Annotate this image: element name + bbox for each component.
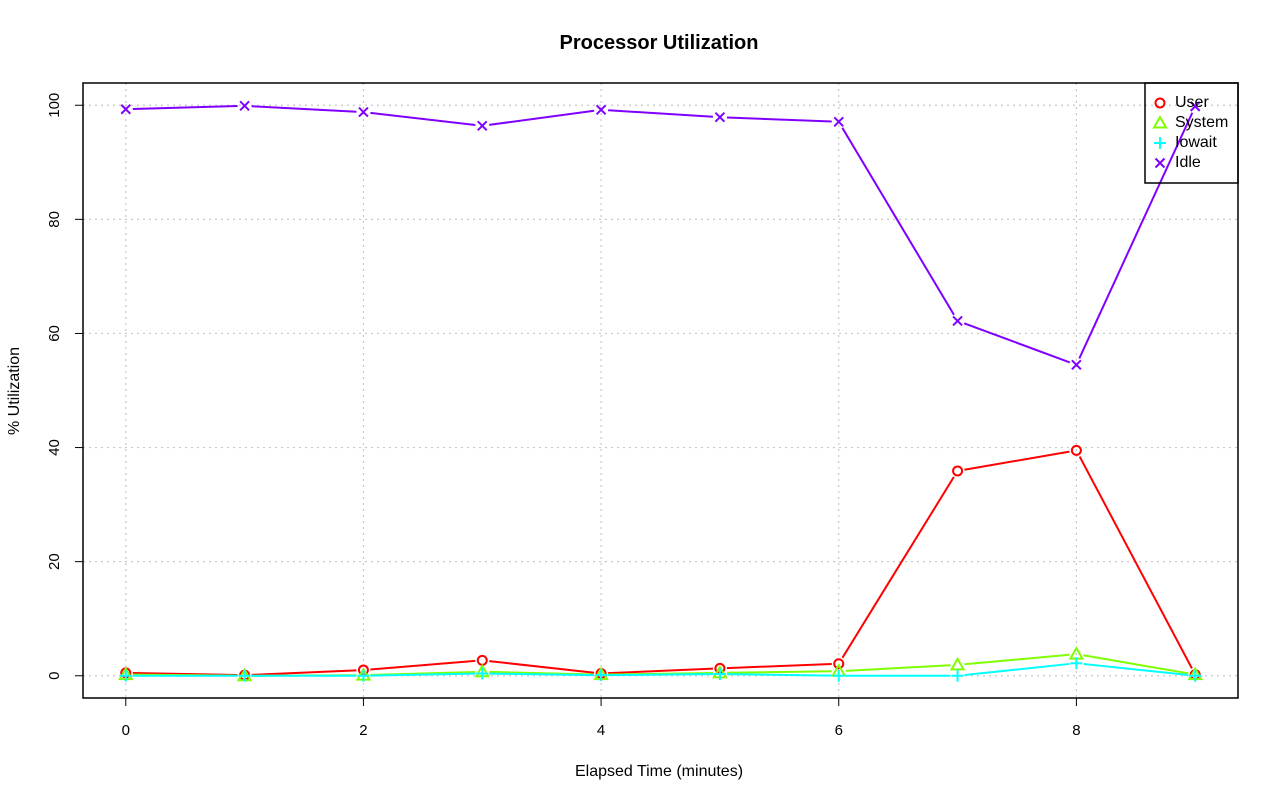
series-idle-segment (963, 322, 1071, 364)
legend-label-idle: Idle (1175, 154, 1201, 171)
x-tick-label: 6 (835, 722, 843, 739)
chart-title: Processor Utilization (560, 32, 759, 54)
y-tick-label: 0 (46, 672, 63, 680)
data-point-iowait (1070, 657, 1083, 670)
series-user-segment (251, 669, 357, 676)
series-user (120, 444, 1201, 681)
series-system-segment (845, 664, 951, 672)
legend-box (1144, 82, 1239, 184)
legend: User System Iowait Idle (1144, 82, 1239, 184)
series-iowait-segment (489, 672, 595, 677)
data-point-user (952, 465, 964, 477)
y-tick-label: 80 (46, 211, 63, 228)
data-point-system (949, 656, 966, 671)
series-idle (120, 100, 1201, 371)
series-layer (118, 100, 1203, 682)
data-point-iowait (832, 669, 845, 682)
series-idle-segment (370, 111, 476, 126)
data-point-idle (1190, 101, 1201, 112)
series-system-segment (1083, 654, 1189, 675)
series-user-segment (726, 663, 832, 670)
y-tick-label: 20 (46, 553, 63, 570)
data-point-idle (595, 104, 607, 116)
series-user-segment (841, 476, 955, 659)
series-iowait-segment (370, 672, 476, 677)
series-system-segment (726, 670, 832, 674)
legend-marker-iowait (1154, 137, 1166, 149)
legend-marker-idle (1154, 157, 1166, 169)
series-idle-segment (489, 109, 595, 126)
series-idle-segment (726, 116, 832, 123)
data-point-idle (477, 120, 488, 131)
y-tick-label: 60 (46, 325, 63, 342)
series-idle-segment (841, 127, 955, 316)
legend-label-iowait: Iowait (1175, 134, 1217, 151)
series-idle-segment (1078, 112, 1194, 359)
legend-marker-user (1154, 97, 1166, 109)
data-point-iowait (951, 669, 964, 682)
legend-label-system: System (1175, 114, 1228, 131)
data-point-iowait (119, 669, 132, 682)
data-point-iowait (476, 667, 489, 680)
series-user-segment (489, 660, 595, 674)
x-axis-label: Elapsed Time (minutes) (575, 763, 743, 780)
plot-frame (82, 82, 1239, 699)
data-point-user (833, 658, 845, 670)
data-point-idle (1071, 359, 1082, 371)
data-point-idle (120, 104, 131, 115)
x-tick-label: 4 (597, 722, 605, 739)
legend-marker-system (1152, 114, 1168, 129)
x-tick-label: 8 (1072, 722, 1080, 739)
x-tick-label: 2 (359, 722, 367, 739)
data-point-idle (239, 100, 250, 112)
grid-lines (83, 83, 1238, 698)
data-point-iowait (1189, 669, 1202, 682)
series-iowait-segment (608, 673, 713, 677)
data-point-idle (833, 116, 844, 128)
series-user-segment (964, 450, 1070, 471)
y-axis-label: % Utilization (6, 347, 23, 435)
series-system-segment (964, 653, 1070, 666)
data-point-iowait (357, 669, 370, 682)
y-tick-label: 100 (46, 93, 63, 118)
series-iowait-segment (1083, 662, 1189, 677)
data-point-user (1070, 444, 1082, 456)
x-tick-label: 0 (122, 722, 130, 739)
data-point-iowait (238, 669, 251, 682)
data-point-idle (714, 112, 726, 123)
series-iowait (119, 657, 1202, 682)
series-user-segment (1078, 456, 1193, 669)
series-idle-segment (608, 109, 713, 118)
series-iowait-segment (726, 673, 832, 677)
data-point-iowait (713, 668, 726, 681)
data-point-user (476, 654, 488, 666)
legend-label-user: User (1175, 94, 1209, 111)
series-user-segment (608, 667, 713, 675)
data-point-idle (952, 315, 963, 327)
series-user-segment (370, 659, 476, 671)
data-point-iowait (595, 669, 608, 682)
y-tick-label: 40 (46, 439, 63, 456)
data-point-idle (358, 106, 369, 118)
series-idle-segment (132, 105, 238, 111)
series-iowait-segment (964, 662, 1070, 677)
series-idle-segment (251, 105, 357, 113)
